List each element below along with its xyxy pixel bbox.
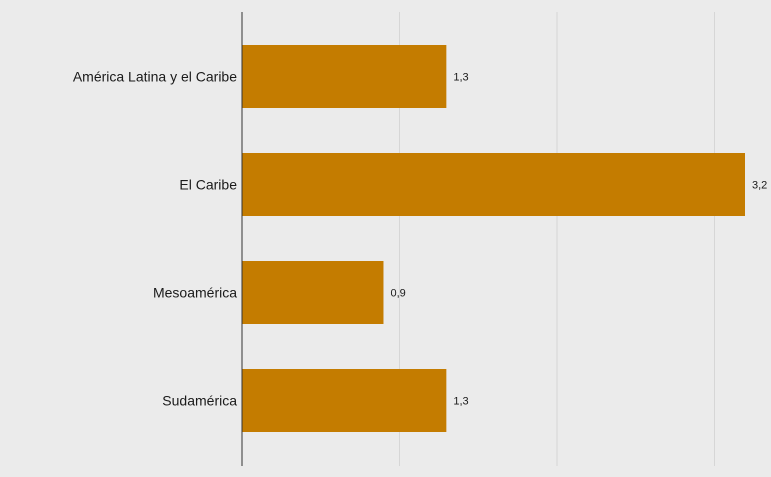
gridlines [399,12,715,466]
bars [242,45,745,432]
category-label-1: América Latina y el Caribe [73,69,237,85]
labels: América Latina y el Caribe 1,3 El Caribe 3,… [73,69,767,409]
bar-3 [242,261,384,324]
bar-1 [242,45,447,108]
bar-4 [242,369,447,432]
value-label-1: 1,3 [453,72,468,84]
value-label-4: 1,3 [453,396,468,408]
bar-2 [242,153,745,216]
value-label-3: 0,9 [390,288,405,300]
category-label-4: Sudamérica [162,393,237,409]
category-label-3: Mesoamérica [153,285,237,301]
value-label-2: 3,2 [752,180,767,192]
category-label-2: El Caribe [179,177,237,193]
